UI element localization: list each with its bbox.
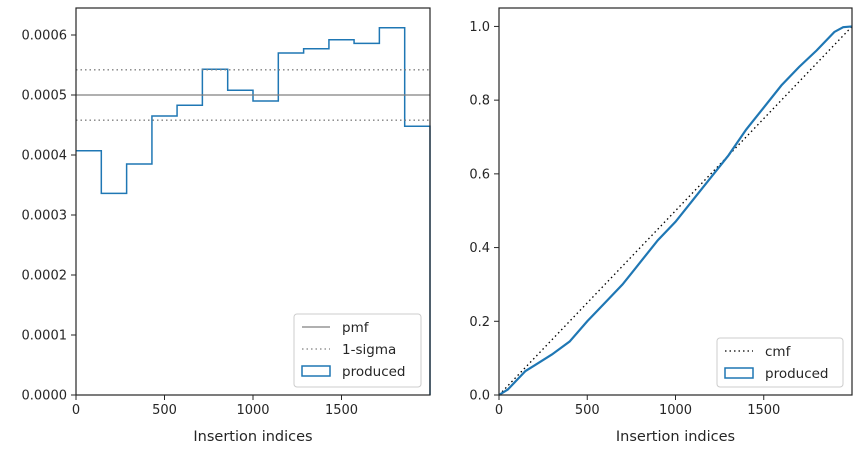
legend-label: produced [342,364,406,380]
legend-produced-swatch [724,367,754,379]
legend-produced-swatch [301,365,331,377]
axes-frame [498,7,853,396]
produced-histogram-step [76,27,431,395]
y-tick-label: 0.0001 [22,329,68,344]
y-tick-label: 0.0005 [22,89,68,104]
x-tick-label: 500 [575,403,600,418]
y-tick-label: 0.0000 [22,389,68,404]
y-tick-label: 1.0 [469,20,490,35]
legend-label: pmf [342,320,370,336]
y-tick-label: 0.2 [469,315,490,330]
x-tick-label: 1000 [236,403,269,418]
legend-label: cmf [765,344,792,360]
y-tick-label: 0.6 [469,167,490,182]
y-tick-label: 0.4 [469,241,490,256]
legend: cmf produced [716,337,844,388]
x-axis-label: Insertion indices [193,429,312,445]
x-tick-label: 0 [495,403,503,418]
x-tick-label: 0 [72,403,80,418]
x-axis-label: Insertion indices [616,429,735,445]
y-tick-label: 0.0002 [22,269,68,284]
y-tick-label: 0.0003 [22,209,68,224]
y-tick-label: 0.0004 [22,149,68,164]
x-tick-label: 1000 [659,403,692,418]
legend-box [716,337,844,388]
right-chart: 0 500 1000 1500 0.0 0.2 0.4 0.6 0.8 1.0 Insertion … [469,7,853,445]
axes-frame [75,7,431,396]
legend-label: produced [765,366,829,382]
legend-label: 1-sigma [342,342,396,358]
legend: pmf 1-sigma produced [293,313,422,388]
y-tick-label: 0.0006 [22,29,68,44]
y-tick-label: 0.8 [469,94,490,109]
x-tick-label: 500 [152,403,177,418]
legend-box [293,313,422,388]
y-tick-label: 0.0 [469,389,490,404]
x-tick-label: 1500 [747,403,780,418]
left-chart: 0 500 1000 1500 0.0000 0.0001 0.0002 0.0003 0.00… [22,7,431,445]
x-tick-label: 1500 [325,403,358,418]
produced-line [498,25,853,396]
